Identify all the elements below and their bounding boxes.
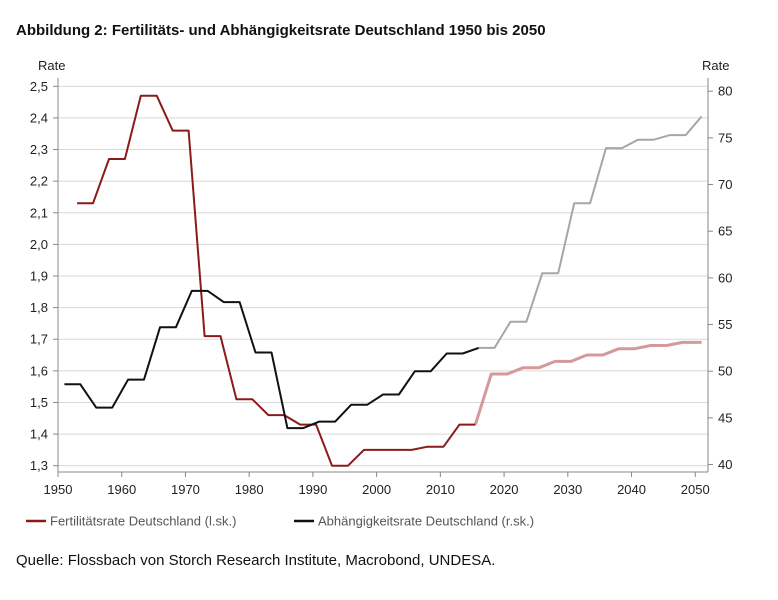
right-tick-label: 65 — [718, 224, 732, 239]
right-tick-label: 55 — [718, 317, 732, 332]
x-tick-label: 2000 — [362, 482, 391, 497]
x-tick-label: 1970 — [171, 482, 200, 497]
x-tick-label: 1990 — [298, 482, 327, 497]
gridlines — [53, 85, 708, 467]
left-tick-label: 1,8 — [30, 300, 48, 315]
left-tick-label: 2,1 — [30, 205, 48, 220]
legend-label-1: Fertilitätsrate Deutschland (l.sk.) — [50, 514, 236, 529]
left-tick-label: 1,3 — [30, 458, 48, 473]
left-axis-label: Rate — [38, 58, 65, 73]
right-tick-label: 70 — [718, 177, 732, 192]
right-tick-label: 75 — [718, 130, 732, 145]
series-1-line — [77, 94, 476, 467]
series-2-line — [64, 289, 479, 430]
series-2-forecast-line — [478, 115, 703, 349]
left-tick-label: 2,4 — [30, 110, 48, 125]
x-tick-label: 2040 — [617, 482, 646, 497]
x-tick-label: 2010 — [426, 482, 455, 497]
axes — [57, 78, 709, 473]
chart-title: Abbildung 2: Fertilitäts- und Abhängigke… — [16, 22, 546, 39]
left-tick-label: 2,2 — [30, 174, 48, 189]
x-tick-labels: 1950 1960 1970 1980 1990 2000 2010 2020 2030 2040… — [44, 472, 710, 497]
x-tick-label: 2050 — [681, 482, 710, 497]
x-tick-label: 1950 — [44, 482, 73, 497]
series-lines — [64, 94, 703, 467]
chart-area: Rate Rate 1,3 1,4 1,5 1,6 1,7 1,8 1,9 2,0 2,1 2,2… — [26, 58, 732, 529]
x-tick-label: 1960 — [107, 482, 136, 497]
left-tick-label: 1,7 — [30, 332, 48, 347]
left-tick-label: 2,5 — [30, 79, 48, 94]
x-tick-label: 2020 — [490, 482, 519, 497]
left-tick-label: 1,9 — [30, 269, 48, 284]
left-tick-label: 2,3 — [30, 142, 48, 157]
legend-label-2: Abhängigkeitsrate Deutschland (r.sk.) — [318, 514, 534, 529]
x-tick-label: 1980 — [235, 482, 264, 497]
right-tick-label: 50 — [718, 364, 732, 379]
left-tick-label: 2,0 — [30, 237, 48, 252]
legend: Fertilitätsrate Deutschland (l.sk.) Abhän… — [26, 514, 534, 529]
right-tick-labels: 40 45 50 55 60 65 70 75 80 — [708, 84, 732, 472]
left-tick-label: 1,4 — [30, 427, 48, 442]
x-tick-label: 2030 — [553, 482, 582, 497]
right-tick-label: 60 — [718, 270, 732, 285]
right-tick-label: 40 — [718, 457, 732, 472]
right-tick-label: 80 — [718, 84, 732, 99]
left-tick-label: 1,5 — [30, 395, 48, 410]
left-tick-label: 1,6 — [30, 363, 48, 378]
series-1-forecast-line — [473, 340, 702, 426]
source-note: Quelle: Flossbach von Storch Research In… — [16, 552, 496, 569]
left-tick-labels: 1,3 1,4 1,5 1,6 1,7 1,8 1,9 2,0 2,1 2,2 2,3 2,4 2,5 — [30, 79, 48, 473]
right-tick-label: 45 — [718, 410, 732, 425]
right-axis-label: Rate — [702, 58, 729, 73]
